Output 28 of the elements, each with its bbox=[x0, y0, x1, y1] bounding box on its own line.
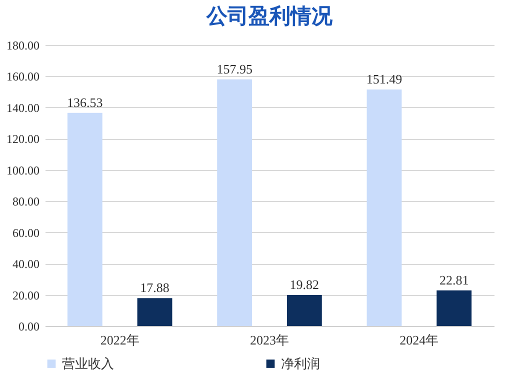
data-label: 19.82 bbox=[290, 277, 320, 292]
y-tick-label: 0.00 bbox=[18, 320, 40, 334]
y-tick-label: 120.00 bbox=[6, 132, 40, 146]
y-tick-label: 20.00 bbox=[12, 288, 40, 302]
legend-label: 净利润 bbox=[281, 356, 320, 371]
y-tick-label: 140.00 bbox=[6, 100, 40, 115]
data-label: 17.88 bbox=[140, 280, 170, 296]
x-tick-label: 2024年 bbox=[400, 332, 439, 348]
data-label: 136.53 bbox=[67, 94, 103, 110]
y-tick-label: 100.00 bbox=[6, 163, 40, 178]
bar bbox=[436, 290, 472, 326]
y-tick-label: 60.00 bbox=[12, 226, 40, 240]
bar bbox=[137, 298, 172, 326]
bar bbox=[366, 90, 402, 326]
bar bbox=[67, 112, 102, 326]
y-tick-label: 180.00 bbox=[6, 38, 40, 52]
chart-title: 公司盈利情况 bbox=[206, 5, 334, 28]
x-tick-label: 2023年 bbox=[250, 332, 289, 348]
legend-label: 营业收入 bbox=[62, 356, 114, 371]
data-label: 22.81 bbox=[439, 272, 469, 288]
y-tick-label: 80.00 bbox=[12, 194, 40, 209]
bar bbox=[217, 79, 252, 326]
bar bbox=[286, 295, 322, 326]
data-label: 151.49 bbox=[366, 72, 402, 87]
y-tick-label: 40.00 bbox=[12, 257, 40, 272]
y-tick-label: 160.00 bbox=[6, 70, 40, 84]
data-label: 157.95 bbox=[216, 61, 252, 76]
x-tick-label: 2022年 bbox=[100, 332, 140, 348]
